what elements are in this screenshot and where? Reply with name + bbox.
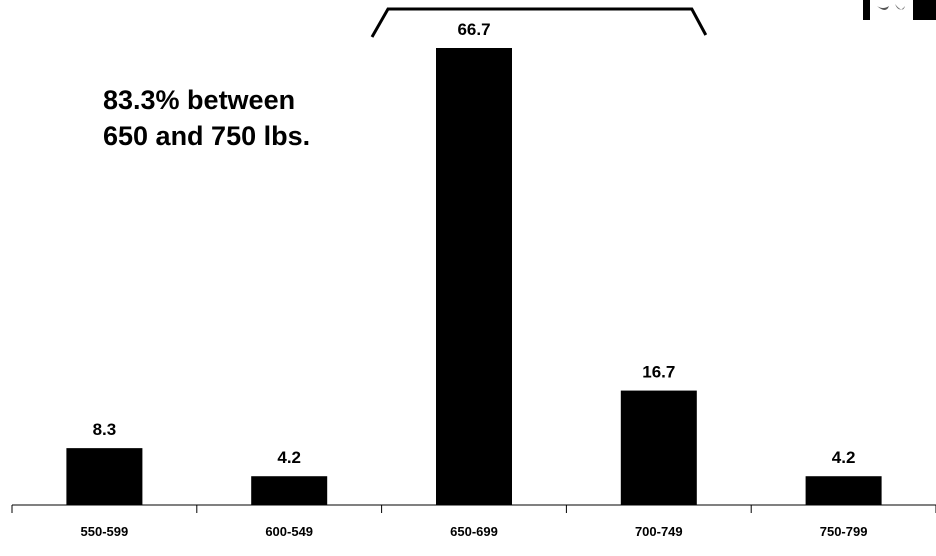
bar-750-799: [805, 476, 882, 505]
data-label-600-549: 4.2: [277, 448, 301, 467]
x-tick-label-600-549: 600-549: [265, 524, 313, 539]
bar-700-749: [620, 390, 697, 505]
logo-icon: [863, 0, 936, 20]
data-label-750-799: 4.2: [832, 448, 856, 467]
bar-650-699: [436, 48, 512, 505]
data-label-700-749: 16.7: [642, 363, 675, 382]
data-label-550-599: 8.3: [93, 420, 117, 439]
annotation-line-2: 650 and 750 lbs.: [103, 121, 311, 151]
bar-550-599: [66, 448, 143, 505]
x-tick-label-750-799: 750-799: [820, 524, 868, 539]
data-labels-group: 8.3 4.2 66.7 16.7 4.2: [93, 20, 856, 467]
x-tick-label-650-699: 650-699: [450, 524, 498, 539]
bar-600-549: [251, 476, 328, 505]
x-tick-label-700-749: 700-749: [635, 524, 683, 539]
annotation-line-1: 83.3% between: [103, 85, 296, 115]
x-tick-label-550-599: 550-599: [81, 524, 129, 539]
range-annotation: 83.3% between 650 and 750 lbs.: [103, 82, 310, 154]
data-label-650-699: 66.7: [457, 20, 490, 39]
range-bracket: [370, 7, 708, 38]
x-ticks-group: [11, 505, 936, 513]
bars-group: [66, 48, 882, 505]
x-tick-labels-group: 550-599 600-549 650-699 700-749 750-799: [81, 524, 868, 539]
